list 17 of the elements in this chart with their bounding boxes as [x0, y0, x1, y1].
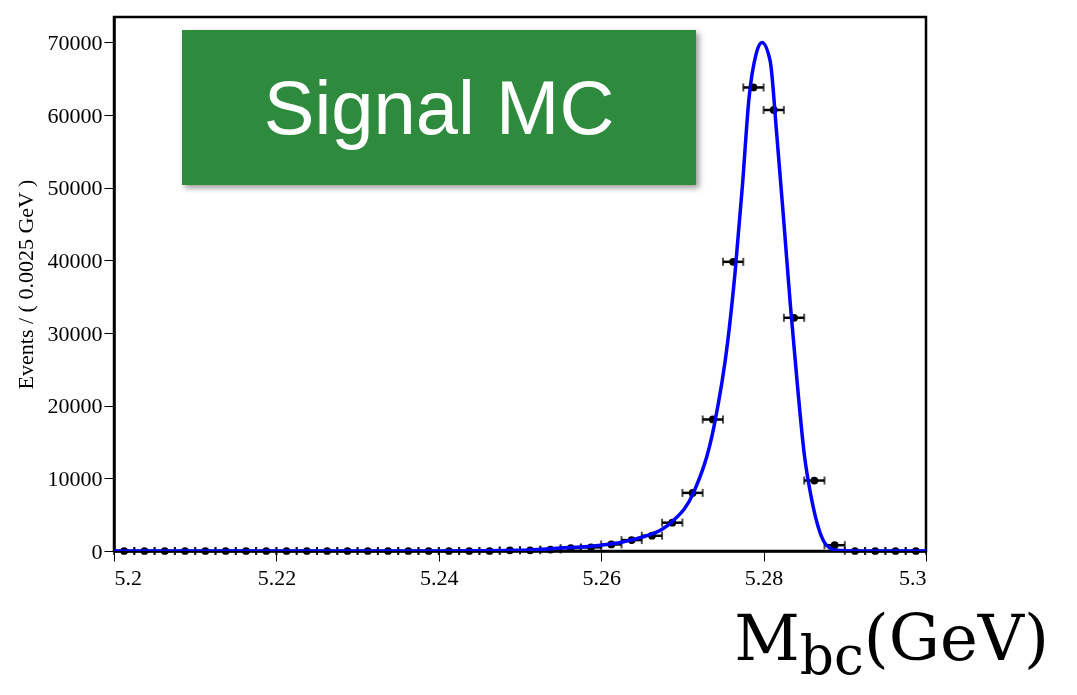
x-tick-label: 5.24: [420, 564, 459, 590]
y-tick-label: 0: [91, 538, 103, 564]
y-axis-title: Events / ( 0.0025 GeV ): [12, 179, 38, 390]
annotation: Signal MC: [182, 30, 696, 185]
y-tick-label: 10000: [47, 465, 103, 491]
x-axis-title: M$_{bc}$(GeV): [734, 601, 1049, 687]
x-tick-label: 5.3: [899, 564, 927, 590]
x-tick-label: 5.28: [744, 564, 784, 590]
y-tick-label: 60000: [47, 102, 103, 128]
y-tick-label: 30000: [47, 320, 103, 346]
y-tick-label: 70000: [47, 29, 103, 55]
x-tick-label: 5.2: [114, 564, 142, 590]
x-tick-label: 5.22: [257, 564, 297, 590]
y-tick-label: 50000: [47, 175, 103, 201]
y-tick-label: 40000: [47, 247, 103, 273]
y-tick-label: 20000: [47, 393, 103, 419]
x-tick-label: 5.26: [582, 564, 621, 590]
